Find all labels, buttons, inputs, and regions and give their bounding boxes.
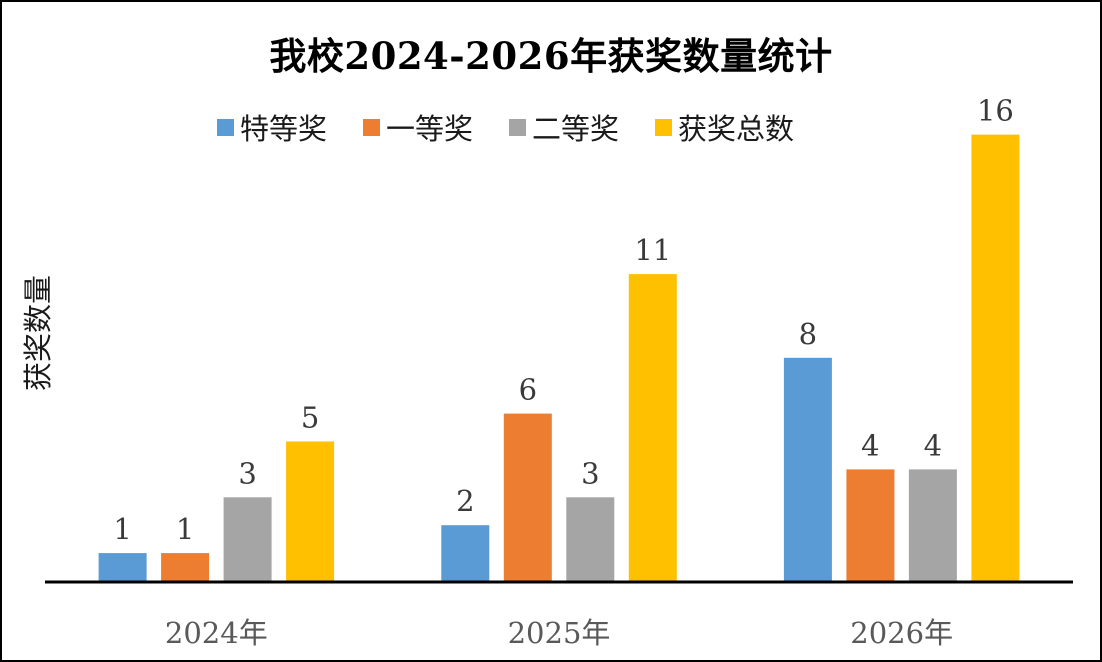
bar-1-2: [566, 497, 615, 581]
bar-1-0: [441, 525, 490, 581]
legend-swatch-1: [363, 118, 381, 136]
bar-2-2: [908, 469, 957, 581]
legend-swatch-0: [217, 118, 234, 136]
bar-0-1: [161, 553, 210, 581]
legend-item-0: 特等奖: [217, 106, 327, 148]
data-label-2-0: 8: [799, 317, 817, 351]
bar-2-0: [783, 357, 832, 581]
bar-1-3: [628, 274, 677, 581]
data-label-0-3: 5: [301, 401, 319, 435]
data-label-2-3: 16: [977, 94, 1014, 128]
bar-0-0: [98, 553, 147, 581]
legend-label-3: 获奖总数: [678, 112, 795, 146]
chart-title: 我校2024-2026年获奖数量统计: [269, 34, 833, 78]
data-label-1-1: 6: [519, 373, 537, 407]
data-label-2-2: 4: [924, 428, 942, 462]
data-label-0-0: 1: [113, 512, 131, 546]
bar-2-3: [971, 134, 1020, 581]
bar-0-3: [286, 441, 335, 581]
legend-label-1: 一等奖: [386, 112, 474, 146]
legend-swatch-2: [509, 118, 527, 136]
bar-1-1: [503, 413, 552, 581]
data-label-1-0: 2: [456, 484, 474, 518]
legend-item-2: 二等奖: [509, 106, 619, 148]
legend-label-0: 特等奖: [240, 112, 328, 146]
data-label-2-1: 4: [861, 428, 879, 462]
data-label-1-3: 11: [634, 233, 671, 267]
legend-item-3: 获奖总数: [655, 106, 794, 148]
x-tick-label-2: 2026年: [850, 616, 953, 650]
bar-0-2: [223, 497, 272, 581]
data-label-0-2: 3: [238, 456, 256, 490]
x-tick-label-1: 2025年: [508, 616, 611, 650]
x-tick-label-0: 2024年: [165, 616, 268, 650]
legend-label-2: 二等奖: [532, 112, 620, 146]
bar-2-1: [846, 469, 895, 581]
data-label-0-1: 1: [176, 512, 194, 546]
legend-item-1: 一等奖: [363, 106, 473, 148]
data-label-1-2: 3: [581, 456, 599, 490]
legend-swatch-3: [655, 118, 673, 136]
legend: 特等奖 一等奖 二等奖 获奖总数: [217, 107, 830, 147]
